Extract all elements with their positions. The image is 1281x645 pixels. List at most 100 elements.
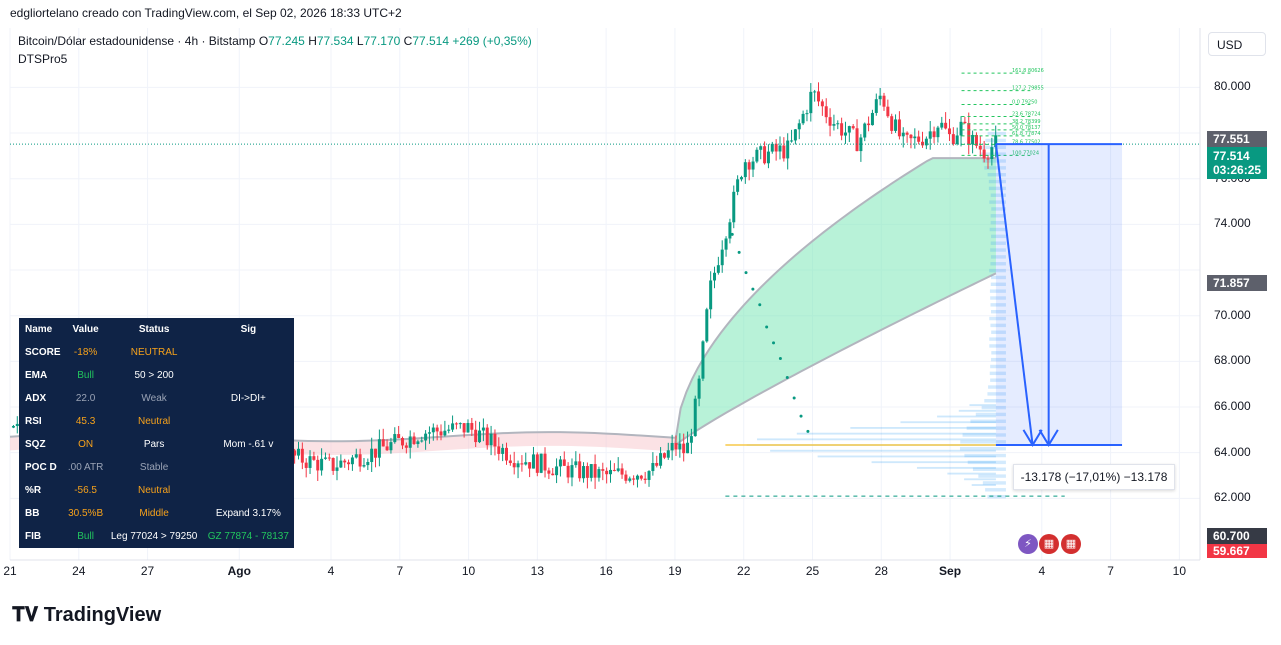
us-flag-icon[interactable]: ▦: [1061, 534, 1081, 554]
candle-body: [300, 448, 304, 463]
symbol-legend[interactable]: Bitcoin/Dólar estadounidense · 4h · Bits…: [18, 34, 532, 48]
candle-body: [628, 478, 632, 481]
panel-cell-value: -18%: [73, 347, 98, 358]
candle-body: [751, 161, 755, 170]
fib-label: 50.0 78137: [1012, 125, 1041, 131]
candle-body: [932, 131, 936, 138]
candle-body: [312, 456, 316, 460]
volume-profile-bar: [987, 172, 1006, 177]
panel-row: FIB Bull Leg 77024 > 79250 GZ 77874 - 78137: [19, 525, 294, 548]
candle-body: [578, 461, 582, 479]
lightning-icon[interactable]: ⚡: [1018, 534, 1038, 554]
candle-body: [874, 99, 878, 113]
low-label: L: [356, 34, 364, 48]
volume-profile-bar: [959, 446, 1006, 451]
candle-body: [354, 454, 358, 458]
time-tick-label: 10: [1172, 564, 1187, 578]
volume-profile-bar: [990, 248, 1006, 252]
candle-body: [682, 443, 686, 454]
volume-profile-bar: [989, 316, 1006, 321]
candle-body: [451, 423, 455, 430]
candle-body: [851, 126, 855, 129]
volume-profile-bar: [991, 330, 1006, 334]
price-tick-label: 68.000: [1214, 353, 1251, 368]
time-tick-label: 25: [805, 564, 820, 578]
time-tick-label: 7: [396, 564, 404, 578]
candle-body: [393, 434, 397, 443]
volume-profile-bar: [990, 282, 1006, 287]
us-flag-icon[interactable]: ▦: [1039, 534, 1059, 554]
candle-body: [350, 457, 354, 465]
time-tick-label: 13: [530, 564, 545, 578]
candle-body: [524, 462, 528, 465]
currency-selector[interactable]: USD: [1208, 32, 1266, 56]
candle-body: [990, 147, 994, 159]
candle-body: [855, 128, 859, 152]
candle-body: [643, 478, 647, 480]
candle-body: [458, 423, 462, 425]
volume-profile-bar: [982, 159, 1006, 163]
volume-profile-bar: [991, 309, 1006, 314]
time-tick-label: Sep: [939, 564, 962, 578]
volume-profile-bar: [990, 262, 1006, 266]
candle-body: [535, 454, 539, 473]
high-value: 77.534: [316, 34, 354, 48]
volume-profile-bar: [991, 351, 1006, 355]
tradingview-logo: 𝐓𝐕 TradingView: [12, 604, 161, 627]
volume-profile-bar: [960, 440, 1006, 444]
candle-body: [304, 462, 308, 468]
panel-cell-value: 22.0: [75, 393, 96, 404]
time-tick-label: 22: [737, 564, 751, 578]
candle-body: [655, 463, 659, 466]
candle-body: [370, 448, 374, 463]
fib-label: 78.6 77502: [1012, 139, 1041, 145]
candle-body: [493, 433, 497, 447]
candle-body: [701, 341, 705, 379]
volume-profile-bar: [990, 323, 1006, 328]
candle-body: [481, 427, 485, 431]
measure-label[interactable]: -13.178 (−17,01%) −13.178: [1013, 464, 1175, 490]
candle-body: [605, 470, 609, 475]
arrow-head: [1038, 429, 1059, 447]
chart-credit: edgliortelano creado con TradingView.com…: [10, 6, 402, 20]
candle-body: [959, 121, 963, 136]
candle-body: [516, 463, 520, 468]
candle-body: [828, 117, 832, 126]
psar-dot: [772, 341, 776, 345]
volume-profile-bar: [966, 426, 1006, 430]
candle-body: [547, 470, 551, 474]
psar-dot: [799, 414, 803, 418]
close-value: 77.514: [412, 34, 450, 48]
psar-dot: [792, 396, 796, 400]
candle-body: [508, 460, 512, 464]
volume-profile-bar: [990, 193, 1006, 197]
volume-profile-bar: [988, 179, 1006, 184]
volume-profile-bar: [989, 337, 1006, 341]
candle-body: [867, 123, 871, 126]
indicator-name[interactable]: DTSPro5: [18, 52, 68, 66]
candle-body: [320, 458, 324, 471]
candle-body: [693, 398, 697, 437]
panel-cell-name: BB: [25, 508, 40, 519]
candle-body: [585, 466, 589, 478]
candle-body: [809, 91, 813, 114]
tv-logo-icon: 𝐓𝐕: [12, 604, 44, 626]
candle-body: [963, 121, 967, 124]
candle-body: [944, 122, 948, 129]
candle-body: [520, 463, 524, 465]
psar-dot: [785, 376, 789, 380]
price-tag-mid: 71.857: [1207, 275, 1267, 291]
candle-body: [713, 272, 717, 281]
panel-header: Value: [72, 324, 99, 335]
chart-area[interactable]: 161.8 80626 127.2 79855 0.0 79250 23.6 7872…: [0, 28, 1281, 588]
candle-body: [716, 265, 720, 273]
candle-body: [624, 474, 628, 481]
volume-profile-bar: [984, 166, 1006, 170]
candle-body: [936, 127, 940, 138]
candle-body: [632, 478, 636, 480]
panel-cell-status: Weak: [141, 393, 167, 404]
volume-profile-bar: [990, 241, 1006, 245]
price-tag-high: 77.551: [1207, 131, 1267, 147]
candle-body: [424, 433, 428, 441]
candle-body: [774, 143, 778, 152]
